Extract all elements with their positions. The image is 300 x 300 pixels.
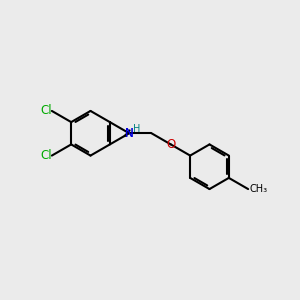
Text: Cl: Cl — [40, 104, 52, 117]
Text: O: O — [166, 138, 176, 151]
Text: CH₃: CH₃ — [249, 184, 267, 194]
Text: H: H — [133, 124, 140, 134]
Text: N: N — [125, 127, 134, 140]
Text: N: N — [125, 127, 134, 140]
Text: Cl: Cl — [40, 149, 52, 162]
